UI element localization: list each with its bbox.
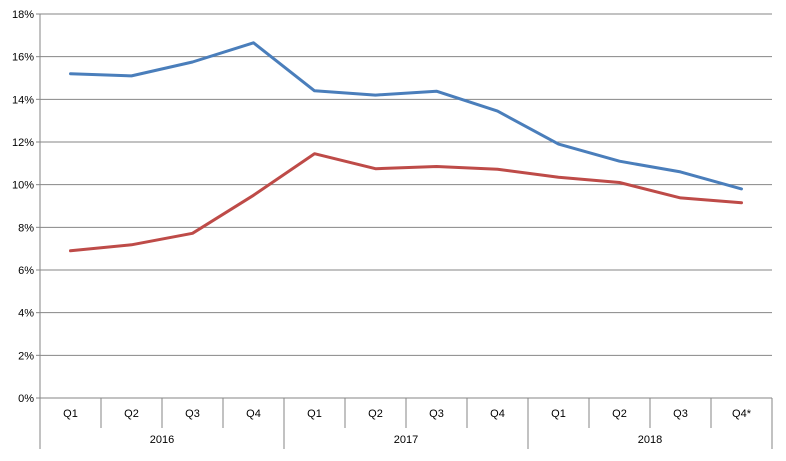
group-label: 2018: [638, 434, 662, 446]
x-tick-label: Q3: [185, 408, 200, 420]
y-tick-label: 8%: [18, 222, 34, 234]
x-tick-label: Q2: [612, 408, 627, 420]
y-tick-label: 10%: [12, 180, 34, 192]
y-tick-label: 6%: [18, 265, 34, 277]
x-tick-label: Q4: [246, 408, 261, 420]
y-tick-label: 4%: [18, 308, 34, 320]
y-tick-label: 12%: [12, 137, 34, 149]
x-tick-label: Q1: [307, 408, 322, 420]
y-tick-label: 18%: [12, 9, 34, 21]
y-tick-label: 14%: [12, 94, 34, 106]
y-tick-label: 16%: [12, 52, 34, 64]
y-tick-label: 0%: [18, 393, 34, 405]
x-tick-label: Q2: [124, 408, 139, 420]
group-label: 2016: [150, 434, 174, 446]
x-tick-label: Q2: [368, 408, 383, 420]
x-tick-label: Q1: [63, 408, 78, 420]
x-tick-label: Q3: [673, 408, 688, 420]
x-tick-label: Q3: [429, 408, 444, 420]
series-line-2: [71, 154, 742, 251]
x-tick-label: Q1: [551, 408, 566, 420]
y-tick-label: 2%: [18, 350, 34, 362]
x-tick-label: Q4*: [732, 408, 752, 420]
x-tick-label: Q4: [490, 408, 505, 420]
group-label: 2017: [394, 434, 418, 446]
